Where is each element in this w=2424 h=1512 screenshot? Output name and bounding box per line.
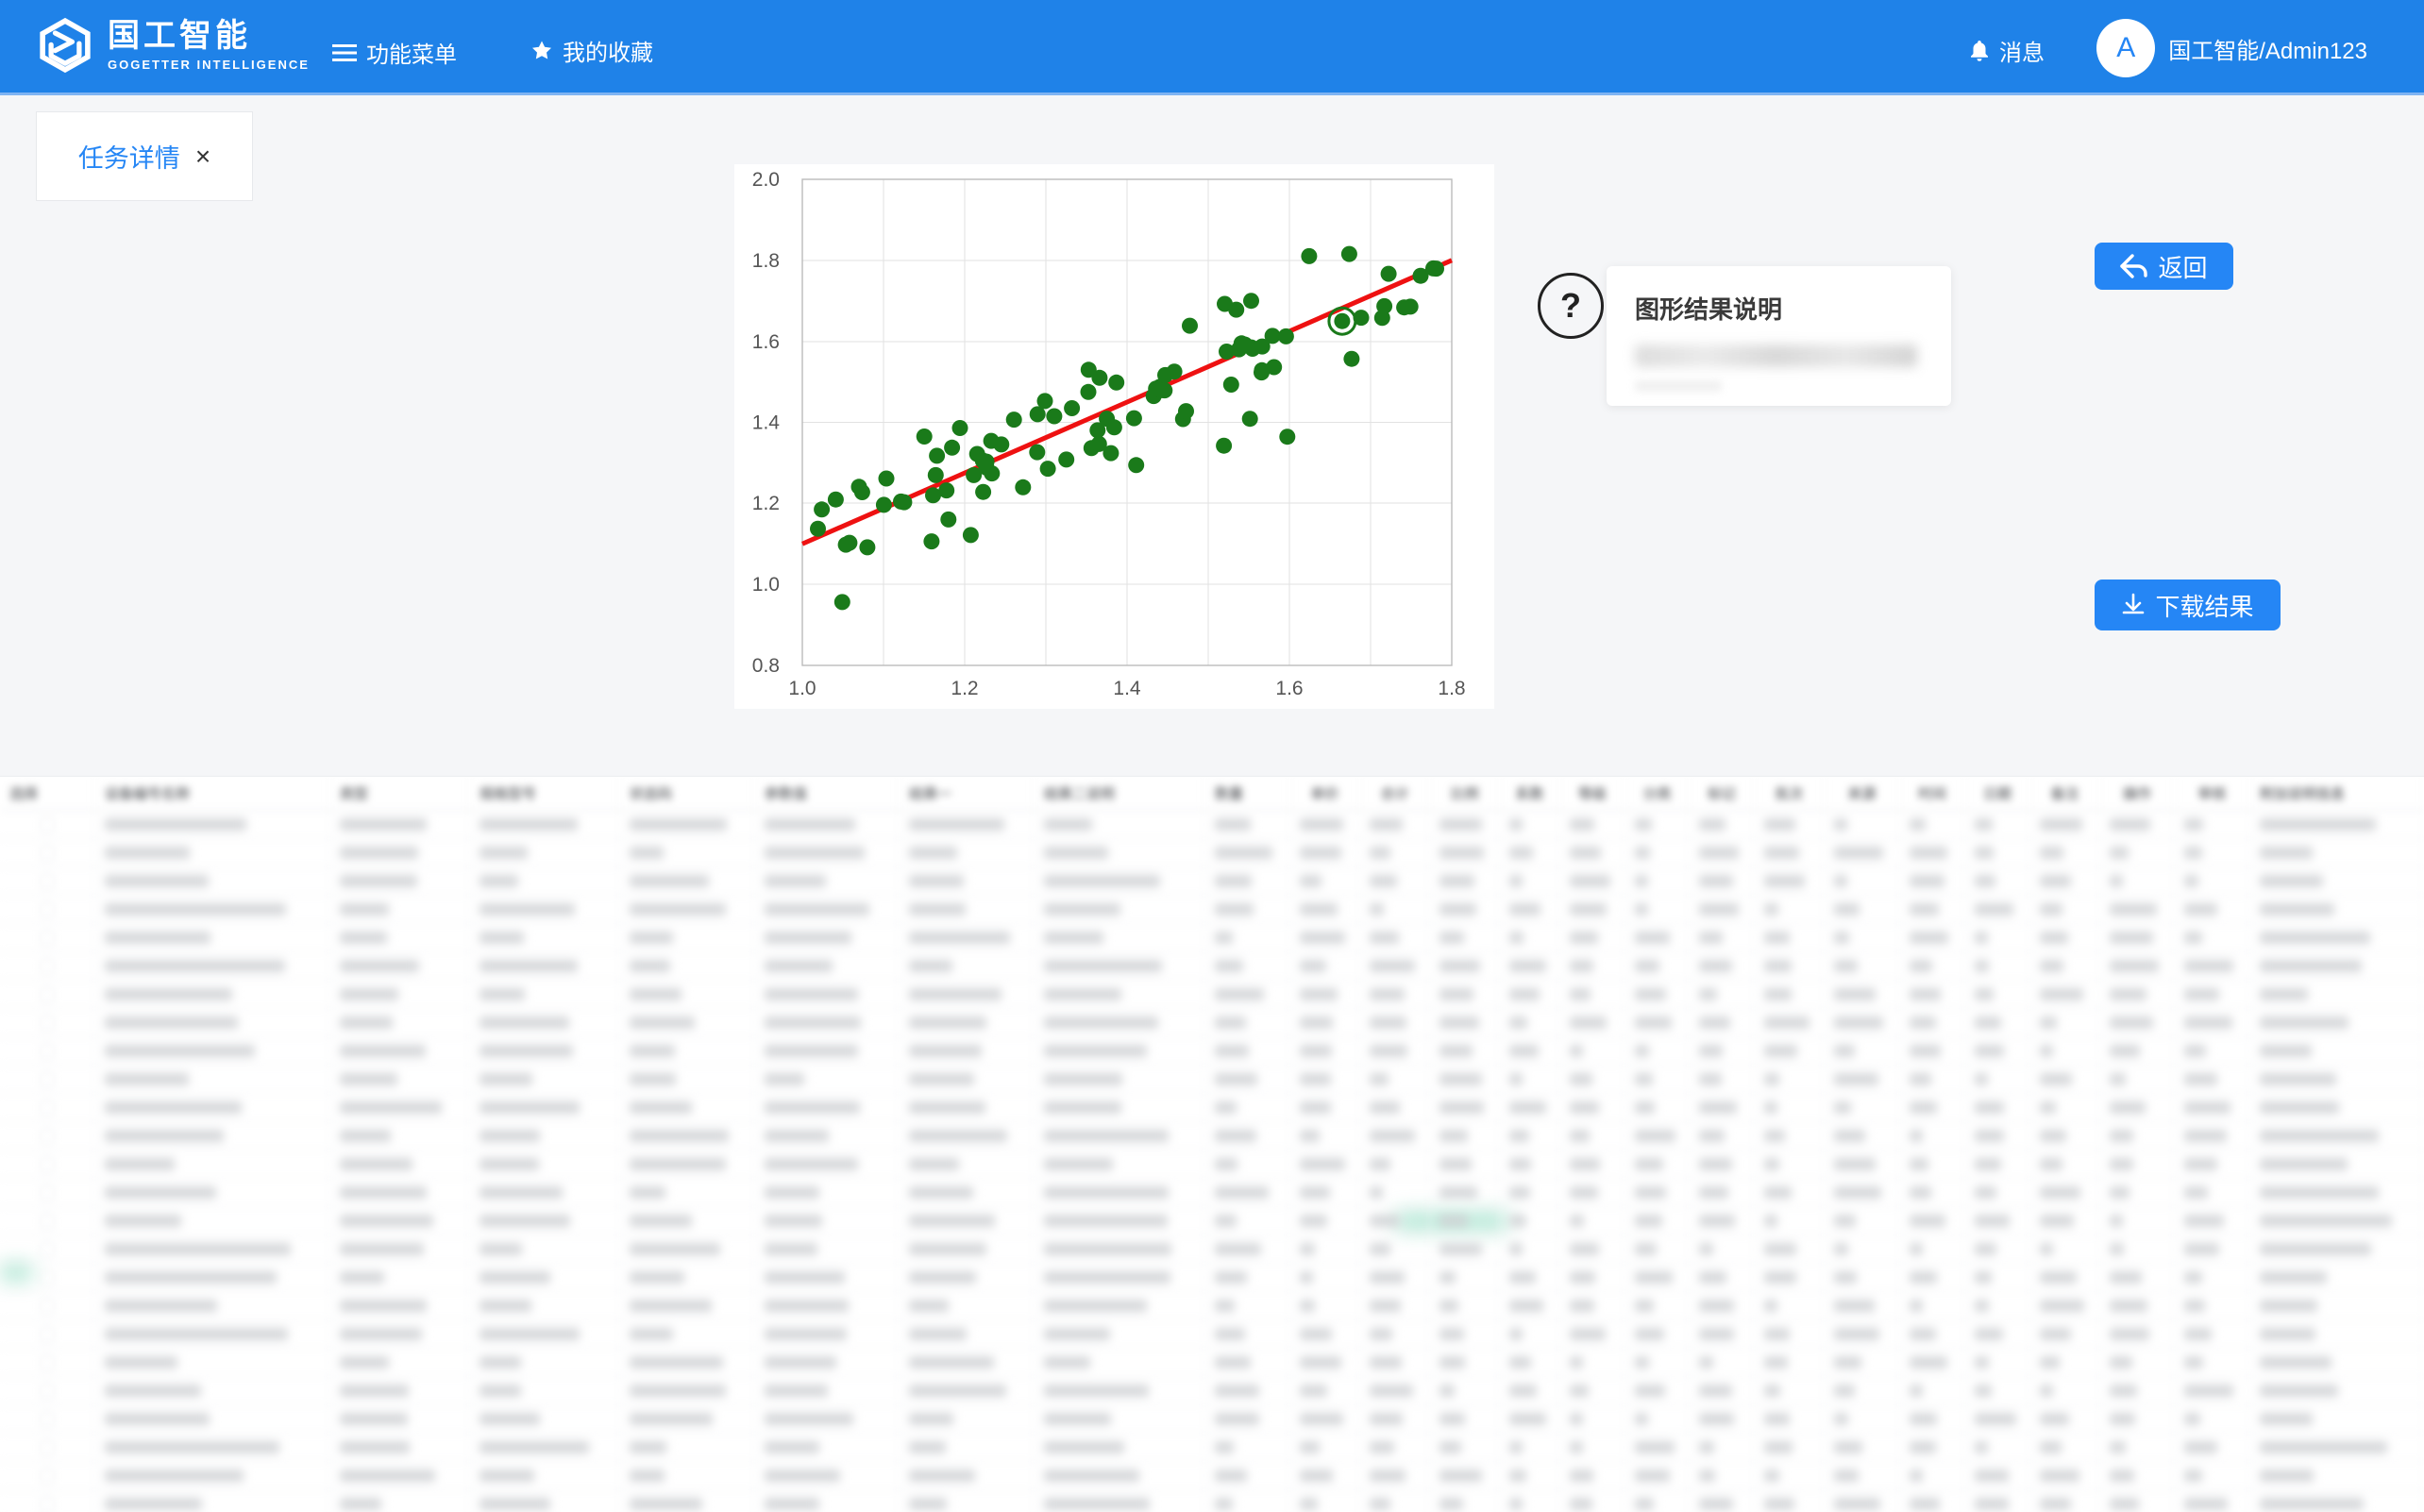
svg-text:1.8: 1.8 xyxy=(1438,678,1465,699)
svg-text:2.0: 2.0 xyxy=(752,169,780,191)
svg-text:1.4: 1.4 xyxy=(752,412,781,434)
svg-text:1.8: 1.8 xyxy=(752,250,780,272)
svg-text:1.2: 1.2 xyxy=(951,678,978,699)
svg-text:1.0: 1.0 xyxy=(788,678,816,699)
svg-text:1.0: 1.0 xyxy=(752,574,780,596)
svg-text:1.2: 1.2 xyxy=(752,493,780,514)
svg-text:1.6: 1.6 xyxy=(752,331,780,353)
svg-text:1.4: 1.4 xyxy=(1113,678,1141,699)
svg-text:0.8: 0.8 xyxy=(752,655,780,677)
svg-text:1.6: 1.6 xyxy=(1275,678,1303,699)
